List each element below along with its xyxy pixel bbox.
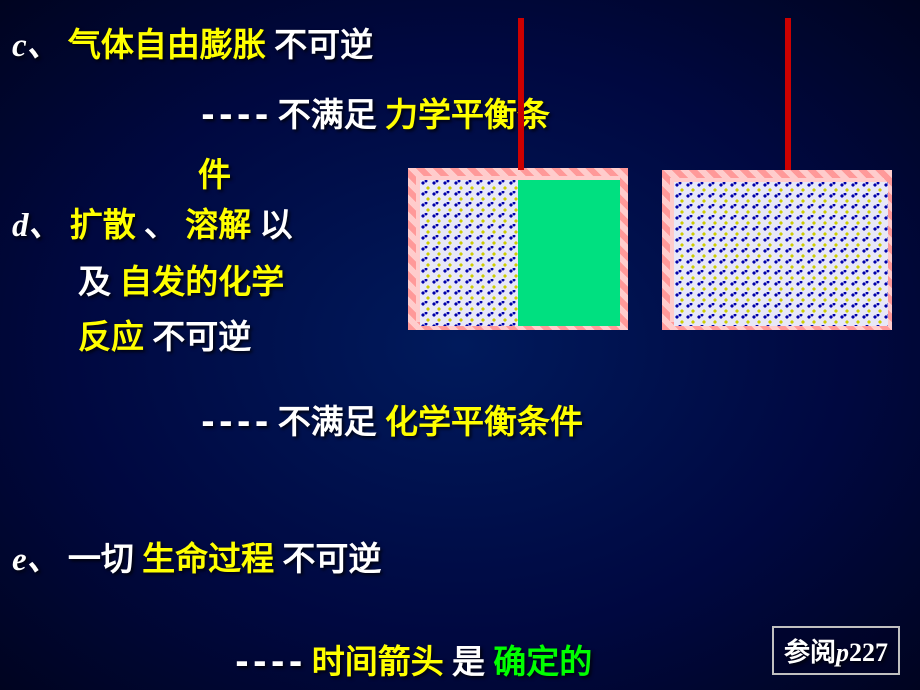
line-d3: 反应 不可逆 [78,310,251,358]
reference-box: 参阅p227 [772,626,900,675]
text-c-white: 不可逆 [274,28,373,64]
text-d-w1: 、 [144,208,177,244]
line-d2: 及 自发的化学 [78,255,284,303]
text-d2-w: 及 [78,265,111,301]
particles-full [674,182,888,326]
text-c-sub-w: 不满足 [278,98,377,134]
text-e-sub-y: 时间箭头 [312,645,444,681]
ref-p: p [836,638,849,667]
text-d-sub-y: 化学平衡条件 [385,405,583,441]
text-d2-y: 自发的化学 [119,265,284,301]
vacuum-region [518,180,620,326]
prefix-c: c、 [12,28,60,64]
text-d3-y: 反应 [78,320,144,356]
gas-box-after [662,170,892,330]
line-c: c、 气体自由膨胀 不可逆 [12,18,373,66]
text-c-cont: 件 [198,158,231,194]
slide: c、 气体自由膨胀 不可逆 ---- 不满足 力学平衡条 件 d、 扩散 、 溶… [0,0,920,690]
dash-e: ---- [232,642,303,681]
text-d3-w: 不可逆 [152,320,251,356]
gas-box-before [408,168,628,330]
text-e-y: 生命过程 [142,542,274,578]
text-d-y1: 扩散 [70,208,136,244]
text-e-sub-w: 是 [452,645,485,681]
line-c-sub-cont: 件 [198,148,231,196]
ref-label: 参阅 [784,638,836,667]
text-e-w2: 不可逆 [282,542,381,578]
dash-d: ---- [198,402,269,441]
line-d: d、 扩散 、 溶解 以 [12,198,293,246]
text-d-y2: 溶解 [185,208,251,244]
particles-left [420,180,518,326]
text-c-sub-y: 力学平衡条 [385,98,550,134]
text-d-w2: 以 [260,208,293,244]
line-e: e、 一切 生命过程 不可逆 [12,532,381,580]
prefix-d: d、 [12,208,62,244]
text-c-yellow: 气体自由膨胀 [68,28,266,64]
line-e-sub: ---- 时间箭头 是 确定的 [232,635,592,683]
piston-after [785,18,791,170]
line-d-sub: ---- 不满足 化学平衡条件 [198,395,583,443]
dash-c: ---- [198,95,269,134]
prefix-e: e、 [12,542,60,578]
piston-before [518,18,524,170]
text-d-sub-w: 不满足 [278,405,377,441]
line-c-sub: ---- 不满足 力学平衡条 [198,88,550,136]
ref-num: 227 [849,638,888,667]
text-e-w1: 一切 [68,542,134,578]
text-e-sub-g: 确定的 [493,645,592,681]
